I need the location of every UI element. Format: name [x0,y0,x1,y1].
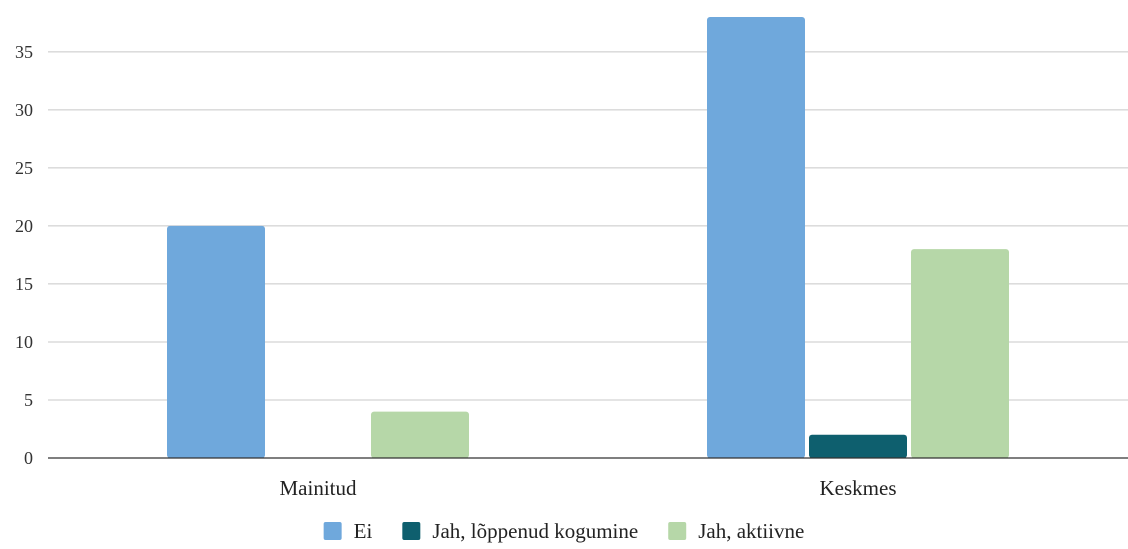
y-tick-label: 15 [15,274,33,294]
y-tick-label: 25 [15,158,33,178]
bars [167,17,1009,458]
bar [371,411,469,458]
y-tick-label: 30 [15,100,33,120]
legend-label: Jah, lõppenud kogumine [432,519,638,543]
y-axis-ticks: 0 5 10 15 20 25 30 35 [15,42,33,468]
y-tick-label: 5 [24,390,33,410]
y-tick-label: 0 [24,448,33,468]
bar [707,17,805,458]
legend-swatch [402,522,421,540]
y-tick-label: 10 [15,332,33,352]
legend-label: Ei [354,519,373,543]
bar [167,225,265,458]
bar [809,434,907,458]
y-tick-label: 20 [15,216,33,236]
x-axis-categories: Mainitud Keskmes [280,476,897,500]
category-label: Mainitud [280,476,357,500]
legend-label: Jah, aktiivne [698,519,804,543]
bar [911,249,1009,458]
category-label: Keskmes [820,476,897,500]
y-tick-label: 35 [15,42,33,62]
legend: Ei Jah, lõppenud kogumine Jah, aktiivne [323,519,804,543]
legend-swatch [668,522,687,540]
legend-swatch [323,522,342,540]
